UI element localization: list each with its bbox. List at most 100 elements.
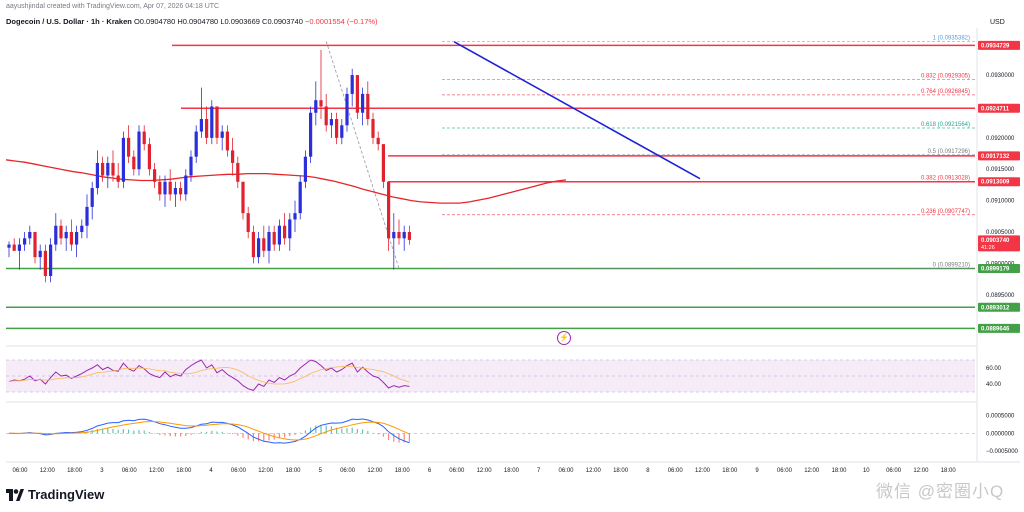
candle <box>95 150 99 195</box>
candle-body <box>69 232 73 245</box>
candle <box>127 125 131 163</box>
candle-body <box>189 156 193 176</box>
candle <box>381 144 385 189</box>
macd-histogram-bar <box>325 425 327 434</box>
candle <box>7 241 11 258</box>
time-tick-label: 06:00 <box>668 468 684 474</box>
fib-level-label: 0.618 (0.0921564) <box>921 122 970 128</box>
symbol-name[interactable]: Dogecoin / U.S. Dollar · 1h · Kraken <box>6 17 132 26</box>
candle-body <box>257 238 261 258</box>
time-tick-label: 8 <box>646 468 650 474</box>
candle <box>329 112 333 138</box>
candle <box>257 232 261 264</box>
candle-body <box>407 232 411 240</box>
time-tick-label: 18:00 <box>285 468 301 474</box>
candle <box>43 244 47 283</box>
candle-body <box>132 156 136 170</box>
candle <box>288 213 292 251</box>
symbol-legend[interactable]: Dogecoin / U.S. Dollar · 1h · Kraken O0.… <box>6 17 378 26</box>
candle <box>376 131 380 151</box>
candle-body <box>38 250 42 258</box>
macd-histogram-bar <box>206 431 208 434</box>
candle-body <box>262 238 266 251</box>
candle <box>324 93 328 132</box>
time-tick-label: 18:00 <box>504 468 520 474</box>
candle-body <box>225 131 229 151</box>
candle <box>220 125 224 151</box>
candle <box>340 119 344 145</box>
candle-body <box>163 181 167 195</box>
fib-level-label: 1 (0.0935382) <box>933 35 970 41</box>
rsi-tick-label: 40.00 <box>986 382 1002 388</box>
candle-body <box>381 144 385 182</box>
candle-body <box>12 244 16 251</box>
candle-body <box>335 119 339 138</box>
macd-line <box>8 418 410 444</box>
candle-body <box>54 225 58 245</box>
macd-histogram-bar <box>351 427 353 434</box>
ohlc-low: L0.0903669 <box>220 17 260 26</box>
candle-body <box>355 75 359 113</box>
rsi-line <box>8 359 410 391</box>
tradingview-logo[interactable]: TradingView <box>6 487 104 502</box>
candle-body <box>298 181 302 214</box>
candle <box>392 213 396 270</box>
candle <box>179 181 183 201</box>
candle-body <box>173 188 177 195</box>
candle <box>194 125 198 163</box>
price-tick-label: 0.0905000 <box>986 230 1015 236</box>
candle-body <box>251 232 255 258</box>
macd-histogram-bar <box>258 433 260 442</box>
price-tick-label: 0.0930000 <box>986 73 1015 79</box>
candle <box>272 225 276 251</box>
candle-body <box>303 156 307 182</box>
macd-histogram-bar <box>112 428 114 434</box>
watermark-text: 微信 @密圈小Q <box>876 482 1005 501</box>
bolt-icon[interactable]: ⚡ <box>557 331 571 345</box>
candle <box>147 137 151 176</box>
candle-body <box>283 225 287 239</box>
candle-body <box>366 93 370 120</box>
candle <box>210 100 214 145</box>
time-tick-label: 06:00 <box>12 468 28 474</box>
candle <box>23 232 27 251</box>
candle <box>163 175 167 207</box>
macd-histogram-bar <box>195 433 197 434</box>
macd-histogram-bar <box>232 433 234 435</box>
rsi-tick-label: 60.00 <box>986 366 1002 372</box>
ohlc-change: −0.0001554 (−0.17%) <box>305 17 378 26</box>
candle <box>137 125 141 176</box>
macd-histogram-bar <box>263 433 265 442</box>
time-tick-label: 06:00 <box>886 468 902 474</box>
candle-body <box>272 232 276 245</box>
tradingview-wordmark: TradingView <box>28 487 105 502</box>
macd-histogram-bar <box>367 431 369 434</box>
candle-body <box>116 175 120 182</box>
candle <box>350 68 354 107</box>
time-tick-label: 06:00 <box>777 468 793 474</box>
macd-histogram-bar <box>143 430 145 434</box>
candle-body <box>267 232 271 251</box>
candle-body <box>220 131 224 138</box>
candle <box>205 106 209 145</box>
currency-label[interactable]: USD <box>990 19 1005 26</box>
candle <box>189 150 193 182</box>
candle-body <box>293 213 297 220</box>
time-tick-label: 06:00 <box>449 468 465 474</box>
candle-body <box>17 244 21 251</box>
price-tick-label: 0.0915000 <box>986 167 1015 173</box>
candle-body <box>205 119 209 138</box>
candle <box>49 238 53 283</box>
fib-level-label: 0.764 (0.0926845) <box>921 89 970 95</box>
macd-histogram-bar <box>294 433 296 435</box>
macd-tick-label: −0.0005000 <box>986 449 1019 455</box>
time-tick-label: 18:00 <box>176 468 192 474</box>
time-tick-label: 12:00 <box>477 468 493 474</box>
candle <box>173 181 177 207</box>
candle-body <box>137 131 141 170</box>
candle <box>355 75 359 120</box>
candle-body <box>314 100 318 113</box>
candle-body <box>101 162 105 176</box>
price-label-text: 0.0893012 <box>981 305 1010 311</box>
